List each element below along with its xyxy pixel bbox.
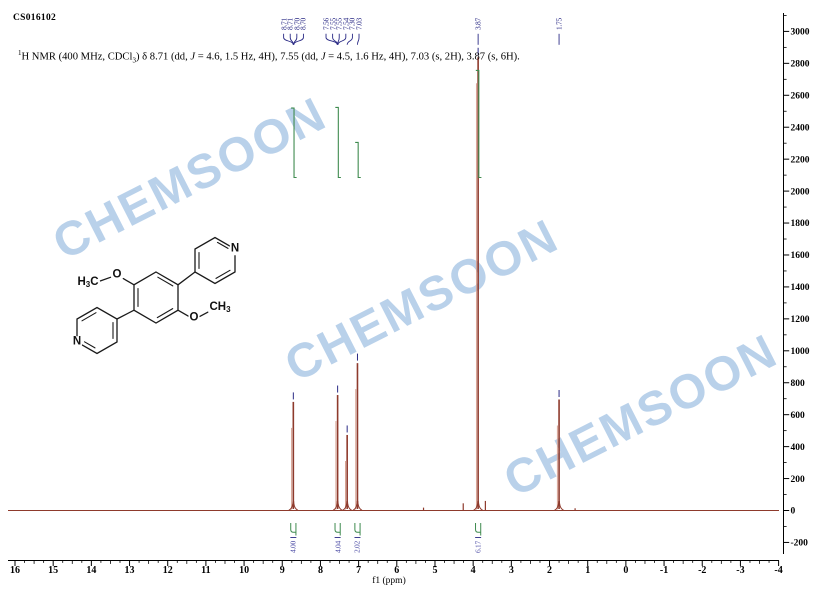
atom-label-methyl-top: H3C — [76, 276, 100, 289]
atom-c: C — [90, 276, 99, 288]
caption-text: = 4.6, 1.5 Hz, 4H), 7.55 (dd, — [195, 51, 321, 63]
peak-label-connector — [283, 33, 294, 45]
integral-bracket — [334, 523, 341, 536]
atom-label-oxygen-bottom: O — [188, 311, 200, 324]
y-tick-label: 200 — [791, 475, 806, 485]
atom-label-oxygen-top: O — [111, 268, 123, 281]
benzene-ring — [133, 271, 179, 324]
x-tick-label: 12 — [163, 565, 173, 576]
x-tick-label: -1 — [660, 565, 668, 576]
x-tick-label: 5 — [432, 565, 437, 576]
atom-h: H — [77, 276, 86, 288]
caption-j-symbol: J — [320, 51, 326, 63]
peak-label-connector — [337, 33, 340, 45]
pyridine-bottom-ring — [76, 306, 118, 355]
y-tick-label: 600 — [791, 411, 806, 421]
y-tick-label: 2800 — [791, 60, 810, 70]
x-tick-label: 16 — [10, 565, 20, 576]
x-tick-label: 3 — [509, 565, 514, 576]
atom-label-nitrogen-bottom: N — [71, 335, 83, 348]
y-tick-label: 1800 — [791, 219, 810, 229]
caption-text: ) δ 8.71 (dd, — [135, 51, 191, 63]
y-tick-label: -200 — [791, 539, 809, 549]
atom-label-methyl-bottom: CH3 — [208, 301, 232, 314]
x-tick-label: 8 — [318, 565, 323, 576]
integral-curve — [355, 141, 361, 179]
pyridine-top-double-bonds — [198, 241, 231, 279]
y-tick-label: 1200 — [791, 315, 810, 325]
x-tick-label: 15 — [48, 565, 58, 576]
integral-curve — [291, 107, 297, 179]
caption-superscript: 1 — [18, 49, 22, 57]
peak-label-connector — [293, 33, 304, 45]
structure-bonds — [76, 236, 236, 355]
peak-label-connector — [346, 33, 353, 45]
x-tick-label: 14 — [86, 565, 96, 576]
x-tick-label: 6 — [394, 565, 399, 576]
x-tick-label: 1 — [585, 565, 590, 576]
y-tick-label: 400 — [791, 443, 806, 453]
x-tick-label: 0 — [623, 565, 628, 576]
y-tick-label: 800 — [791, 379, 806, 389]
caption-text: H NMR (400 MHz, CDCl — [21, 51, 133, 63]
atom-c: C — [209, 301, 218, 313]
atom-sub3: 3 — [85, 280, 91, 289]
pyridine-bottom-double-bonds — [81, 312, 114, 349]
nmr-caption: 1H NMR (400 MHz, CDCl3) δ 8.71 (dd, J = … — [18, 49, 520, 65]
pyridine-top-ring — [194, 236, 236, 285]
x-tick-label: 7 — [356, 565, 361, 576]
benzene-double-bonds — [137, 276, 174, 319]
y-tick-label: 1400 — [791, 283, 810, 293]
atom-label-nitrogen-top: N — [229, 242, 241, 255]
peak-label-connector — [289, 33, 294, 45]
sample-id: CS016102 — [13, 13, 57, 23]
peak-label-connector — [337, 33, 347, 45]
caption-j-symbol: J — [190, 51, 196, 63]
x-tick-label: 10 — [239, 565, 249, 576]
integral-bracket — [290, 523, 297, 536]
x-tick-label: -3 — [736, 565, 744, 576]
integral-bracket — [475, 523, 482, 536]
x-tick-label: 9 — [280, 565, 285, 576]
y-tick-label: 2600 — [791, 91, 810, 101]
atom-sub3: 3 — [226, 305, 231, 314]
caption-subscript: 3 — [132, 56, 136, 65]
bond-to-top-pyridine — [177, 271, 196, 286]
x-tick-label: 2 — [547, 565, 552, 576]
integral-bracket — [354, 523, 361, 536]
integral-curve — [335, 106, 341, 179]
molecule-structure: O H3C O CH3 N N — [55, 220, 285, 385]
integral-curve — [475, 69, 482, 179]
y-tick-label: 2000 — [791, 187, 810, 197]
x-tick-label: 11 — [201, 565, 210, 576]
peak-label-connector — [357, 33, 360, 45]
atom-h: H — [217, 301, 227, 313]
y-tick-label: 0 — [791, 507, 796, 517]
x-tick-label: -4 — [774, 565, 782, 576]
x-axis-title: f1 (ppm) — [372, 575, 406, 586]
y-tick-label: 3000 — [791, 28, 810, 38]
y-tick-label: 1000 — [791, 347, 810, 357]
caption-text: = 4.5, 1.6 Hz, 4H), 7.03 (s, 2H), 3.87 (… — [325, 51, 520, 63]
bond-to-bottom-pyridine — [116, 309, 135, 320]
x-tick-label: 4 — [471, 565, 476, 576]
x-tick-label: 13 — [125, 565, 135, 576]
y-tick-label: 1600 — [791, 251, 810, 261]
peak-label-connector — [332, 33, 339, 45]
y-tick-label: 2200 — [791, 155, 810, 165]
y-tick-label: 2400 — [791, 123, 810, 133]
methoxy-bonds — [99, 276, 209, 318]
peak-label-connector — [325, 33, 338, 45]
x-tick-label: -2 — [698, 565, 706, 576]
